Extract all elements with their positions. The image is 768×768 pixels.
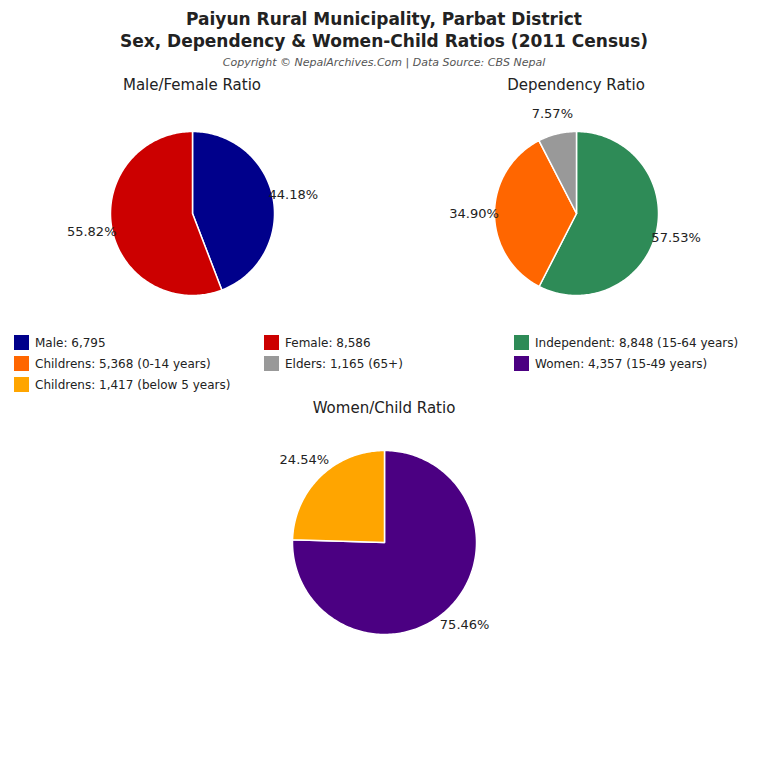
html-text:Sex, Dependency & Women-Child: Sex, Dependency & Women-Child Ratios (20… [119, 31, 649, 51]
html-text:Independent: 8,848 (15-64 year: Independent: 8,848 (15-64 years) [535, 335, 739, 350]
svg-text:34.90%: 34.90% [449, 206, 499, 221]
html-text:Childrens: 1,417 (below 5 year: Childrens: 1,417 (below 5 years) [35, 377, 231, 392]
html-text:Male/Female Ratio: Male/Female Ratio [122, 76, 261, 94]
html-text:Elders: 1,165 (65+): Elders: 1,165 (65+) [285, 356, 403, 371]
html-text:Dependency Ratio: Dependency Ratio [507, 76, 645, 94]
html-text:Women: 4,357 (15-49 years): Women: 4,357 (15-49 years) [535, 356, 708, 371]
html-text:Copyright © NepalArchives.Com: Copyright © NepalArchives.Com | Data Sou… [222, 56, 546, 69]
html-text:Childrens: 5,368 (0-14 years): Childrens: 5,368 (0-14 years) [35, 356, 211, 371]
svg-text:24.54%: 24.54% [280, 452, 330, 467]
svg-text:44.18%: 44.18% [269, 187, 319, 202]
html-text:Paiyun Rural Municipality, Par: Paiyun Rural Municipality, Parbat Distri… [186, 9, 582, 29]
svg-text:7.57%: 7.57% [532, 106, 573, 121]
html-text:Female: 8,586: Female: 8,586 [285, 335, 371, 350]
html-text:Women/Child Ratio: Women/Child Ratio [312, 399, 456, 417]
html-text:Male: 6,795: Male: 6,795 [35, 335, 106, 350]
svg-text:75.46%: 75.46% [440, 617, 490, 632]
svg-text:55.82%: 55.82% [67, 224, 117, 239]
svg-text:57.53%: 57.53% [651, 230, 701, 245]
